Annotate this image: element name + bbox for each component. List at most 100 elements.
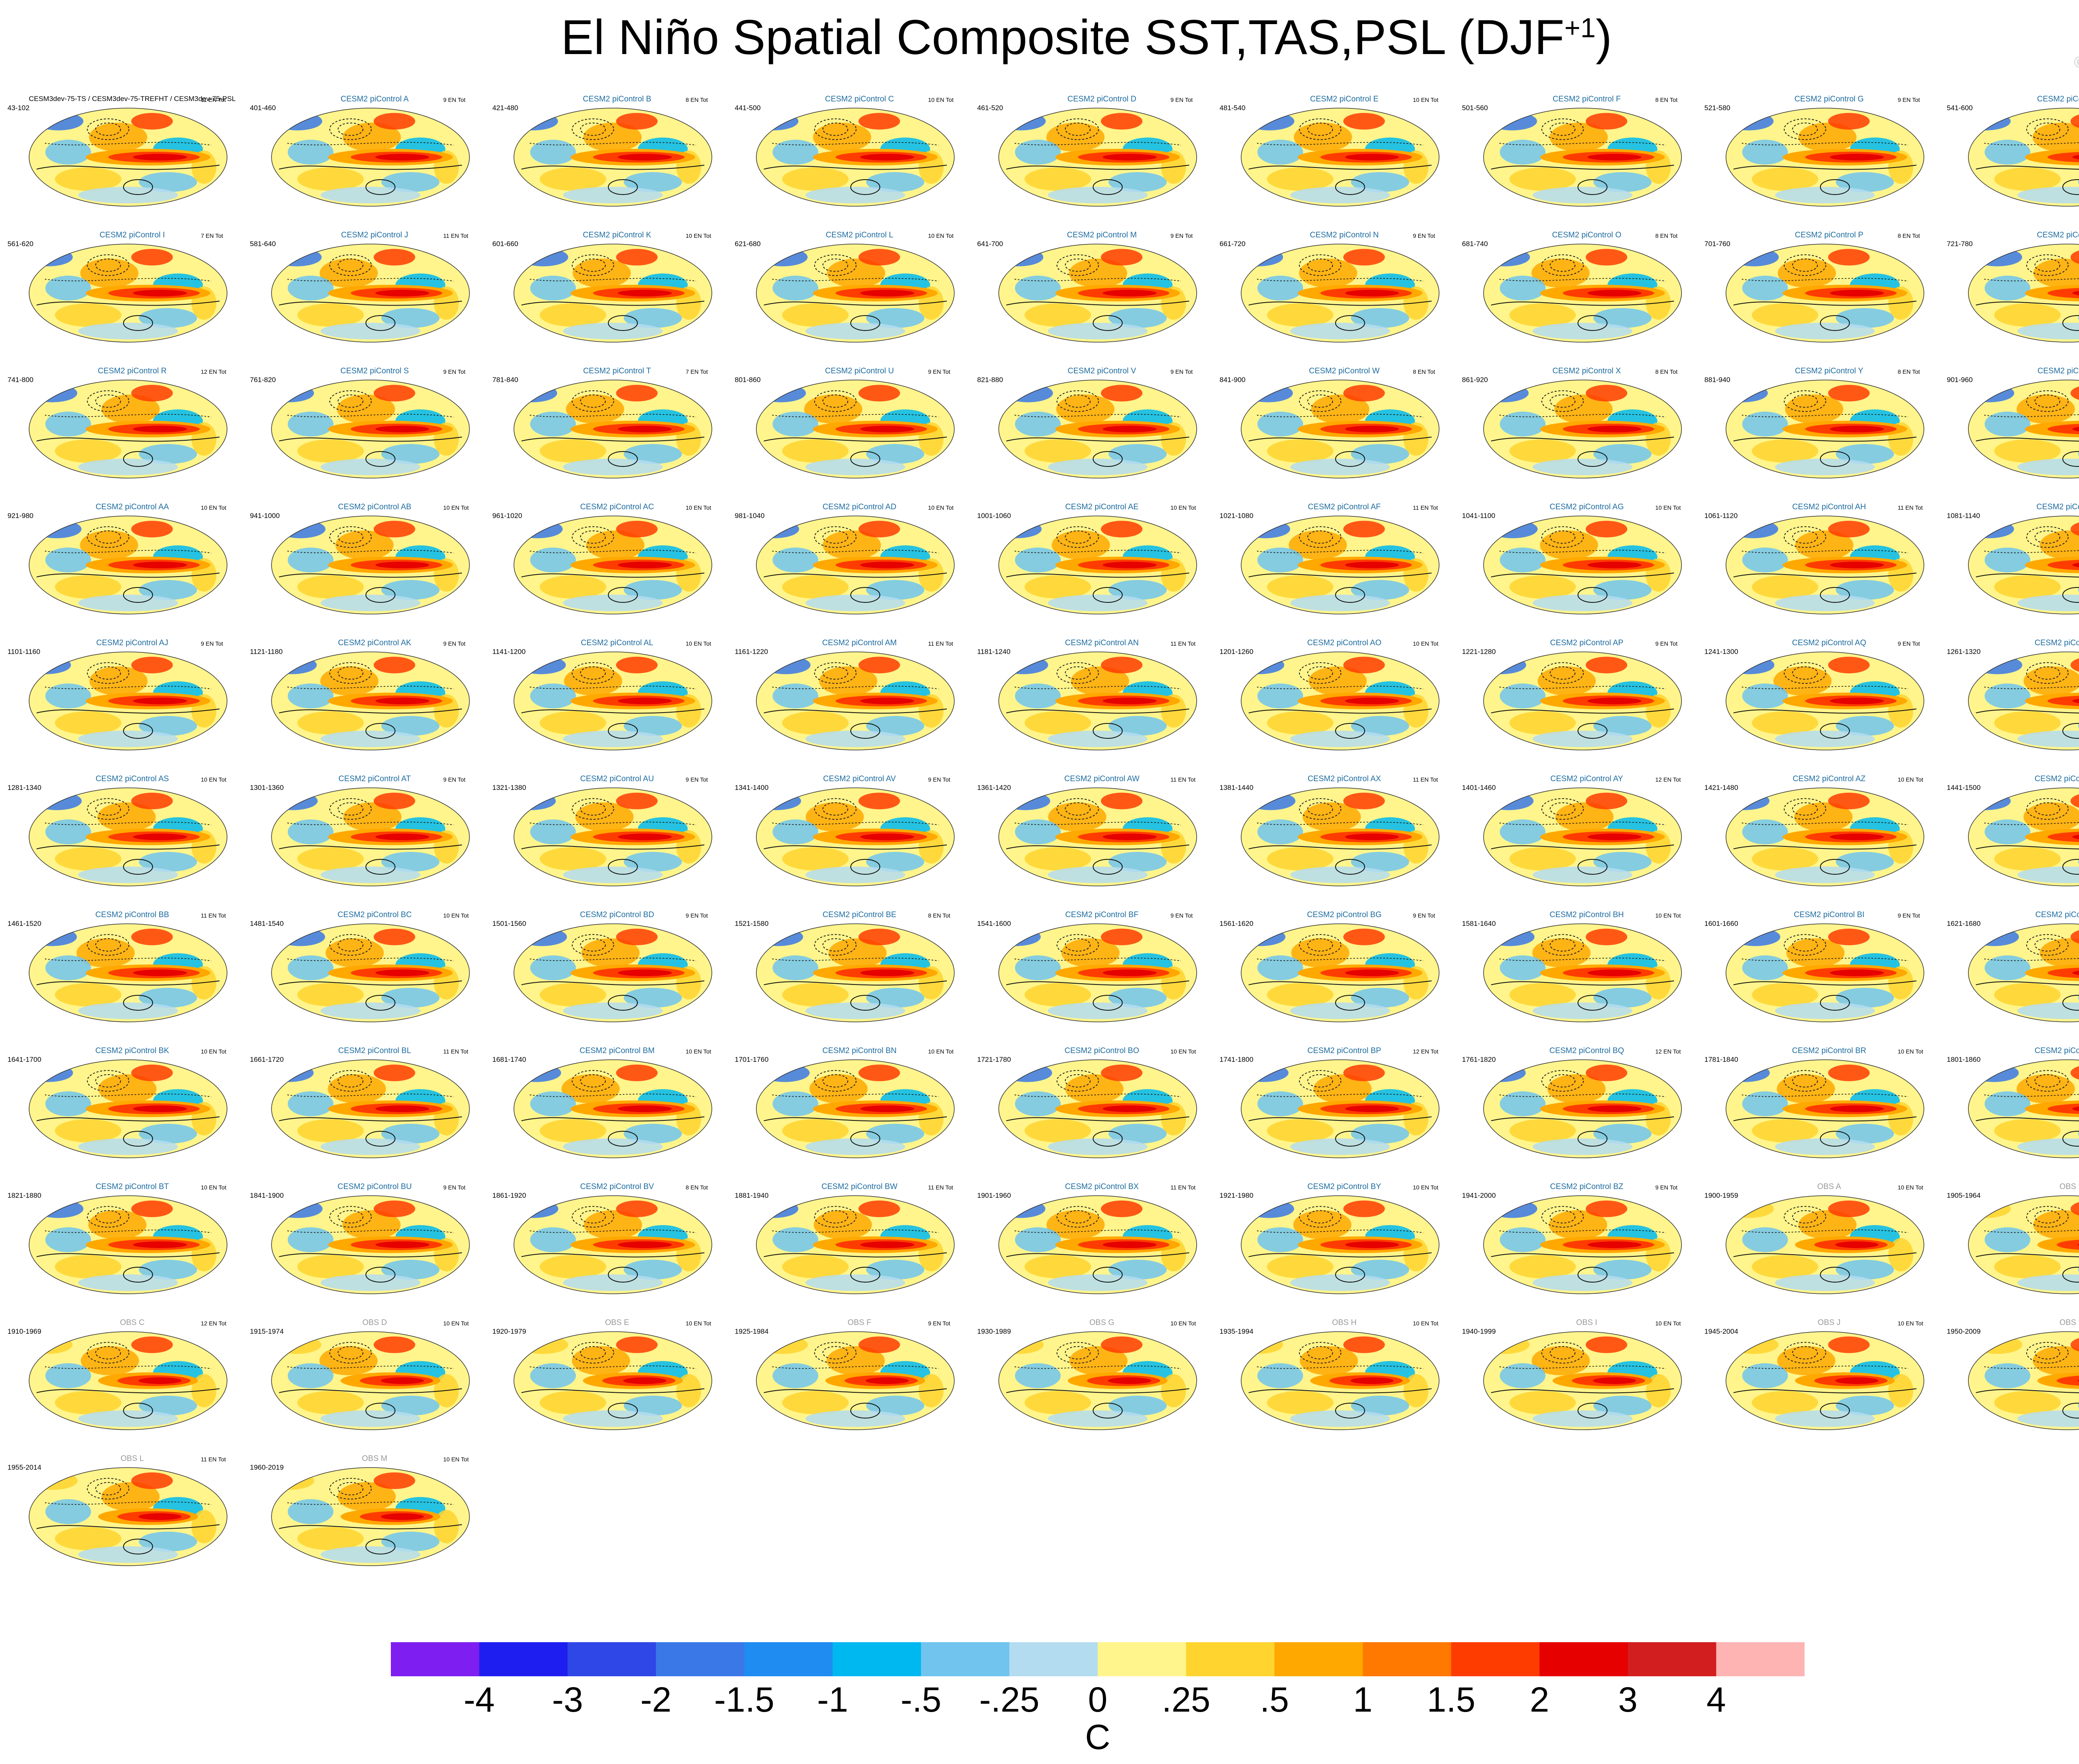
panel-stat: 11 EN Tot [1170, 640, 1196, 647]
panel-stat: 9 EN Tot [443, 368, 466, 375]
map [998, 1195, 1197, 1294]
panel-years: 541-600 [1947, 104, 1973, 112]
panel-title: CESM2 piControl D [1067, 95, 1136, 104]
panel-title: CESM2 piControl AE [1065, 503, 1139, 511]
watermark: © CVDP-LE [2074, 53, 2079, 72]
map-panel: CESM2 piControl W 841-900 8 EN Tot [1220, 367, 1439, 496]
panel-years: 1081-1140 [1947, 512, 1980, 520]
map [514, 923, 712, 1022]
panel-years: 801-860 [735, 376, 761, 384]
panel-years: 1881-1940 [735, 1192, 769, 1199]
panel-years: 1501-1560 [492, 920, 526, 928]
map-panel: CESM2 piControl X 861-920 8 EN Tot [1462, 367, 1682, 496]
panel-title: CESM2 piControl BD [580, 910, 654, 919]
panel-title: OBS M [362, 1454, 388, 1463]
colorbar-tick-label: 1.5 [1427, 1680, 1476, 1719]
map-panel: CESM2 piControl V 821-880 9 EN Tot [977, 367, 1197, 496]
panel-stat: 11 EN Tot [1413, 776, 1438, 783]
panel-stat: 11 EN Tot [928, 1184, 953, 1191]
map-panel: OBS F 1925-1984 9 EN Tot [735, 1318, 955, 1447]
map-panel: CESM2 piControl O 681-740 8 EN Tot [1462, 231, 1682, 360]
colorbar-bin [1186, 1642, 1275, 1676]
map [1241, 787, 1439, 886]
panel-title: CESM2 piControl BF [1065, 910, 1139, 919]
panel-title: OBS L [121, 1454, 144, 1463]
map [1726, 1195, 1924, 1294]
panel-years: 1925-1984 [735, 1327, 769, 1335]
panel-years: 461-520 [977, 104, 1003, 112]
panel-years: 1901-1960 [977, 1192, 1011, 1199]
panel-years: 781-840 [492, 376, 519, 384]
panel-years: 1441-1500 [1947, 784, 1981, 792]
panel-years: 1121-1180 [250, 648, 283, 656]
map-panel: CESM2 piControl R 741-800 12 EN Tot [7, 367, 227, 496]
map-panel: CESM2 piControl BG 1561-1620 9 EN Tot [1220, 910, 1439, 1039]
panel-stat: 10 EN Tot [686, 1320, 711, 1327]
panel-years: 1801-1860 [1947, 1056, 1981, 1063]
panel-title: CESM2 piControl AN [1065, 639, 1139, 647]
panel-title: CESM2 piControl I [99, 231, 165, 239]
panel-years: 1821-1880 [7, 1192, 42, 1199]
panel-years: 921-980 [7, 512, 34, 520]
map-panel: CESM2 piControl AA 921-980 10 EN Tot [7, 503, 227, 632]
colorbar-units: C [1085, 1717, 1111, 1757]
map [271, 787, 470, 886]
panel-years: 501-560 [1462, 104, 1488, 112]
panel-stat: 9 EN Tot [1655, 640, 1678, 647]
map [998, 787, 1197, 886]
colorbar-tick-label: -4 [464, 1680, 495, 1719]
map [514, 651, 712, 750]
panel-title: OBS I [1576, 1318, 1598, 1327]
panel-stat: 8 EN Tot [1655, 232, 1678, 239]
map-panel: CESM2 piControl AB 941-1000 10 EN Tot [250, 503, 470, 632]
panel-stat: 9 EN Tot [1413, 912, 1435, 919]
panel-title: CESM2 piControl AV [823, 775, 896, 783]
map-panel: CESM2 piControl S 761-820 9 EN Tot [250, 367, 470, 496]
colorbar-bin [1716, 1642, 1805, 1676]
panel-years: 881-940 [1704, 376, 1731, 384]
map [998, 651, 1197, 750]
map [271, 244, 470, 343]
panel-years: 1921-1980 [1220, 1192, 1254, 1199]
panel-title: CESM2 piControl O [1552, 231, 1622, 239]
map-panel: CESM2 piControl G 521-580 9 EN Tot [1704, 95, 1924, 224]
map [1968, 516, 2079, 614]
map [756, 923, 955, 1022]
map-panel: CESM2 piControl AU 1321-1380 9 EN Tot [492, 775, 712, 903]
map-panel: CESM2 piControl Y 881-940 8 EN Tot [1704, 367, 1924, 496]
map-panel: CESM2 piControl AM 1161-1220 11 EN Tot [735, 639, 955, 767]
panel-stat: 11 EN Tot [443, 232, 469, 239]
map-panel: CESM2 piControl AH 1061-1120 11 EN Tot [1704, 503, 1924, 632]
panel-stat: 10 EN Tot [928, 1048, 954, 1055]
colorbar-tick-label: 3 [1618, 1680, 1638, 1719]
panel-years: 1521-1580 [735, 920, 769, 928]
map [998, 1059, 1197, 1158]
panel-title: CESM2 piControl N [1310, 231, 1379, 239]
map-panel: CESM2 piControl BR 1781-1840 10 EN Tot [1704, 1046, 1924, 1175]
panel-stat: 10 EN Tot [1170, 1048, 1196, 1055]
map-panel: CESM2 piControl A 401-460 9 EN Tot [250, 95, 470, 224]
panel-stat: 9 EN Tot [1413, 232, 1435, 239]
map-panel: CESM2 piControl BN 1701-1760 10 EN Tot [735, 1046, 955, 1175]
map [756, 1059, 955, 1158]
panel-title: CESM2 piControl AQ [1792, 639, 1867, 647]
panel-title: CESM2 piControl BG [1307, 910, 1382, 919]
map [1726, 787, 1924, 886]
colorbar-bin [1363, 1642, 1452, 1676]
colorbar-bin [744, 1642, 833, 1676]
map-panel: CESM2 piControl AS 1281-1340 10 EN Tot [7, 775, 227, 903]
colorbar-tick-label: -2 [640, 1680, 672, 1719]
panel-title: CESM2 piControl AM [822, 639, 897, 647]
panel-title: OBS K [2059, 1318, 2079, 1327]
panel-title: CESM2 piControl Z [2037, 367, 2079, 375]
colorbar-bin [1539, 1642, 1628, 1676]
panel-years: 1941-2000 [1462, 1192, 1496, 1199]
map-panel: CESM2 piControl E 481-540 10 EN Tot [1220, 95, 1439, 224]
panel-years: 1701-1760 [735, 1056, 769, 1063]
colorbar-bin [1451, 1642, 1540, 1676]
map-panel: CESM2 piControl BW 1881-1940 11 EN Tot [735, 1182, 955, 1311]
map-panel: CESM2 piControl AI1081-114011 EN Tot [1947, 503, 2079, 632]
panel-title: OBS J [1817, 1318, 1841, 1327]
panel-title: CESM2 piControl G [1794, 95, 1864, 104]
panel-title: CESM2 piControl BS [2035, 1046, 2079, 1055]
